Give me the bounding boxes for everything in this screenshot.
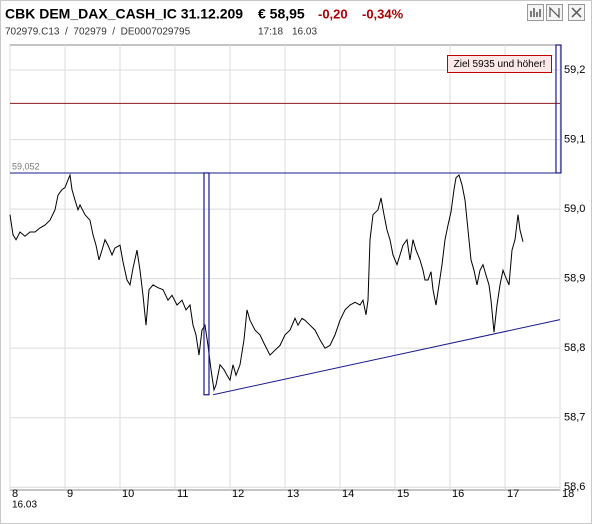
y-tick-label: 58,8 <box>564 342 585 354</box>
note-box <box>447 55 552 73</box>
x-tick-label: 11 <box>177 488 188 500</box>
x-tick-label: 18 <box>562 488 574 500</box>
y-tick-label: 58,7 <box>564 412 585 424</box>
marker-box <box>555 44 562 174</box>
price-line <box>9 173 524 392</box>
ids: 702979.C13 / 702979 / DE0007029795 <box>5 27 191 38</box>
x-tick-label: 17 <box>507 488 519 500</box>
x-axis-date: 16.03 <box>12 500 37 511</box>
y-tick-label: 59,2 <box>564 64 585 76</box>
title: CBK DEM_DAX_CASH_IC 31.12.209 <box>5 6 243 22</box>
x-tick-label: 12 <box>232 488 244 500</box>
x-tick-label: 15 <box>397 488 409 500</box>
price: € 58,95 <box>258 6 305 22</box>
marker-box <box>203 172 210 396</box>
y-tick-label: 58,9 <box>564 273 585 285</box>
chart-icon[interactable] <box>527 4 544 21</box>
change: -0,20 <box>318 6 348 21</box>
toolbar[interactable] <box>527 4 585 21</box>
y-tick-label: 59,1 <box>564 133 585 145</box>
x-tick-label: 8 <box>12 488 18 500</box>
chart-icon-glyph <box>530 8 541 17</box>
news-icon-glyph <box>549 6 560 19</box>
x-tick-label: 9 <box>67 488 73 500</box>
horizontal-line-label: 59,052 <box>12 161 40 171</box>
date: 16.03 <box>292 27 317 38</box>
trend-line <box>212 319 561 396</box>
close-icon-glyph <box>571 7 582 18</box>
note: Ziel 5935 und höher! <box>454 59 546 70</box>
x-tick-label: 16 <box>452 488 464 500</box>
y-tick-label: 58,6 <box>564 481 585 493</box>
x-tick-label: 13 <box>287 488 299 500</box>
x-tick-label: 14 <box>342 488 354 500</box>
change-pct: -0,34% <box>362 6 404 21</box>
y-tick-label: 59,0 <box>564 203 585 215</box>
time: 17:18 <box>258 27 283 38</box>
x-tick-label: 10 <box>122 488 134 500</box>
